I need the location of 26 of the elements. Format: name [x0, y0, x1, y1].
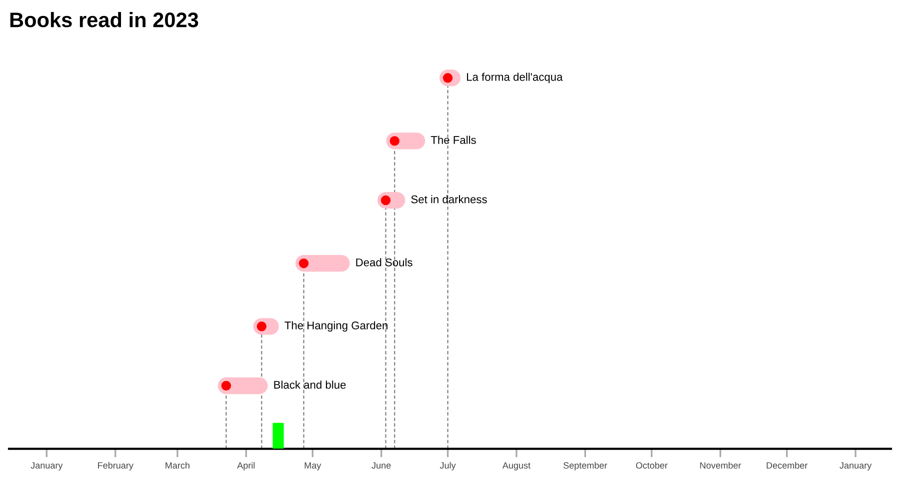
- point: [380, 195, 391, 206]
- series-label: Black and blue: [274, 380, 346, 389]
- series-label: Set in darkness: [411, 195, 487, 204]
- x-tick-label: April: [237, 462, 255, 470]
- x-tick-label: August: [502, 462, 530, 470]
- chart-title: Books read in 2023: [10, 12, 198, 28]
- series-label: Dead Souls: [356, 258, 412, 266]
- series-label: La forma dell'acqua: [467, 72, 563, 84]
- x-tick-label: February: [98, 462, 134, 470]
- x-tick-label: December: [766, 462, 808, 469]
- point: [390, 136, 400, 146]
- series-label: The Hanging Garden: [284, 321, 388, 332]
- x-tick-label: May: [304, 462, 322, 470]
- point: [298, 258, 309, 268]
- x-tick-label: July: [440, 462, 456, 470]
- x-tick-label: January: [30, 462, 63, 470]
- x-tick-label: September: [564, 462, 608, 470]
- x-tick-label: March: [166, 462, 190, 469]
- x-tick-label: October: [636, 462, 668, 469]
- x-tick-label: January: [840, 462, 872, 470]
- x-tick-label: November: [700, 462, 742, 469]
- x-tick-label: June: [372, 462, 391, 469]
- point: [256, 322, 266, 332]
- series-label: The Falls: [430, 136, 476, 144]
- point: [442, 73, 453, 83]
- point: [221, 380, 232, 391]
